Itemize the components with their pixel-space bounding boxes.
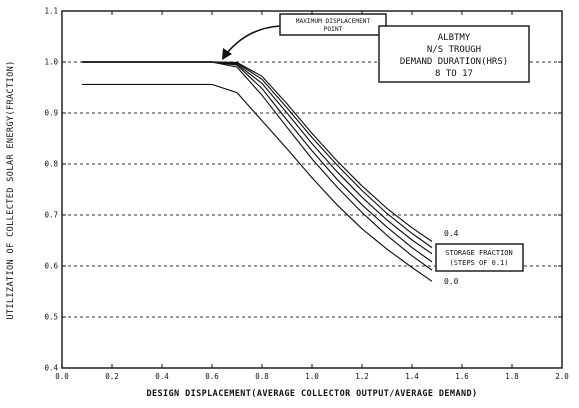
info-box-frame bbox=[378, 25, 530, 83]
info-line-location: ALBTMY bbox=[438, 33, 471, 43]
y-tick-label: 0.6 bbox=[44, 262, 58, 271]
max-displacement-label-line2: POINT bbox=[324, 26, 343, 33]
series-label-top: 0.4 bbox=[444, 229, 459, 238]
x-tick-label: 0.2 bbox=[105, 372, 119, 381]
y-axis-label: UTILIZATION OF COLLECTED SOLAR ENERGY(FR… bbox=[6, 60, 16, 319]
y-tick-label: 0.5 bbox=[44, 313, 58, 322]
x-tick-label: 2.0 bbox=[555, 372, 569, 381]
series-label-bottom: 0.0 bbox=[444, 277, 459, 286]
storage-fraction-title: STORAGE FRACTION bbox=[445, 249, 512, 257]
arrow-head-icon bbox=[222, 48, 232, 60]
x-tick-label: 1.8 bbox=[505, 372, 519, 381]
y-tick-label: 0.9 bbox=[44, 109, 58, 118]
series-line-5 bbox=[82, 61, 433, 242]
axis-ticks: 0.4 0.5 0.6 0.7 0.8 0.9 1.0 1.1 0.0 0.2 0.4 0.6 0.8 1… bbox=[44, 7, 569, 381]
x-tick-label: 0.4 bbox=[155, 372, 169, 381]
x-tick-label: 0.6 bbox=[205, 372, 219, 381]
grid-lines bbox=[62, 61, 562, 318]
info-line-duration: DEMAND DURATION(HRS) bbox=[400, 57, 508, 67]
series-line-1 bbox=[82, 61, 433, 271]
x-tick-label: 0.8 bbox=[255, 372, 269, 381]
info-line-collector: N/S TROUGH bbox=[427, 45, 481, 55]
info-box: ALBTMY N/S TROUGH DEMAND DURATION(HRS) 8… bbox=[378, 25, 530, 83]
max-displacement-label-line1: MAXIMUM DISPLACEMENT bbox=[296, 18, 371, 25]
y-tick-label: 0.7 bbox=[44, 211, 58, 220]
max-displacement-arrow bbox=[226, 25, 281, 54]
y-tick-label: 1.1 bbox=[44, 7, 58, 16]
series-lines bbox=[82, 61, 433, 282]
storage-fraction-box: STORAGE FRACTION (STEPS OF 0.1) bbox=[435, 243, 524, 272]
series-line-2 bbox=[82, 61, 433, 263]
series-line-3 bbox=[82, 61, 433, 255]
info-line-hours: 8 TO 17 bbox=[435, 69, 473, 79]
y-tick-label: 0.8 bbox=[44, 160, 58, 169]
x-tick-label: 1.6 bbox=[455, 372, 469, 381]
x-tick-label: 0.0 bbox=[55, 372, 69, 381]
x-tick-label: 1.4 bbox=[405, 372, 419, 381]
x-tick-label: 1.2 bbox=[355, 372, 369, 381]
max-displacement-box bbox=[279, 13, 387, 36]
y-tick-label: 1.0 bbox=[44, 58, 58, 67]
x-tick-label: 1.0 bbox=[305, 372, 319, 381]
storage-fraction-steps: (STEPS OF 0.1) bbox=[449, 259, 508, 267]
x-axis-label: DESIGN DISPLACEMENT(AVERAGE COLLECTOR OU… bbox=[146, 389, 477, 399]
series-line-0 bbox=[82, 83, 433, 282]
max-displacement-callout: MAXIMUM DISPLACEMENT POINT bbox=[222, 13, 387, 60]
storage-fraction-frame bbox=[435, 243, 524, 272]
y-tick-label: 0.4 bbox=[44, 364, 58, 373]
